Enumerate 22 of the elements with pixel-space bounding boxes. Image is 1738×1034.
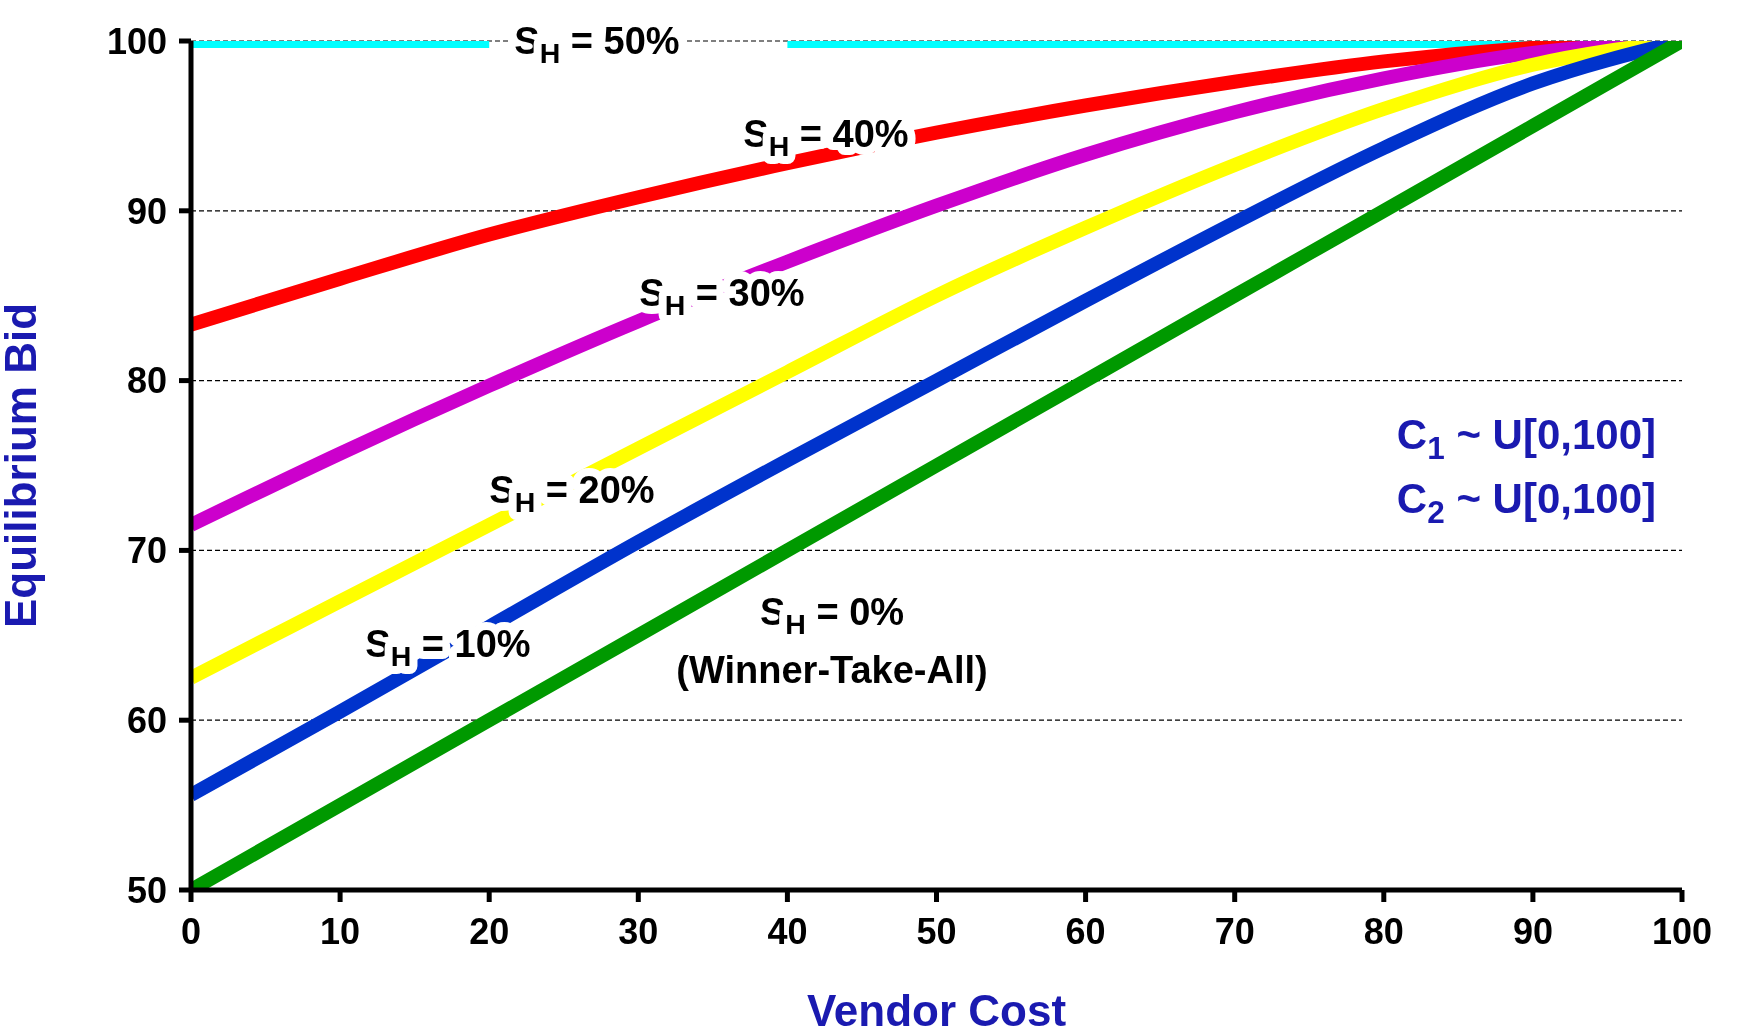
x-tick-label: 80	[1363, 910, 1404, 952]
y-tick-label: 50	[126, 869, 167, 911]
x-tick-label: 60	[1065, 910, 1106, 952]
x-tick-label: 50	[916, 910, 957, 952]
x-tick-label: 20	[469, 910, 510, 952]
annotation: C$_{1}$ ~ U[0,100]	[1396, 410, 1656, 466]
x-tick-label: 10	[320, 910, 361, 952]
x-tick-label: 0	[180, 910, 202, 952]
y-tick-label: 60	[126, 699, 167, 741]
x-tick-label: 40	[767, 910, 808, 952]
y-tick-label: 70	[126, 530, 167, 572]
y-tick-label: 80	[126, 360, 167, 402]
y-axis-title: Equilibrium Bid	[0, 302, 45, 629]
x-axis-title: Vendor Cost	[806, 986, 1067, 1034]
x-tick-label: 90	[1512, 910, 1553, 952]
x-tick-label: 30	[618, 910, 659, 952]
x-tick-label: 70	[1214, 910, 1255, 952]
annotation: (Winner-Take-All)	[676, 649, 988, 692]
y-tick-label: 100	[106, 20, 167, 62]
x-tick-label: 100	[1651, 910, 1713, 952]
y-tick-label: 90	[126, 190, 167, 232]
annotation: C$_{2}$ ~ U[0,100]	[1396, 474, 1656, 530]
